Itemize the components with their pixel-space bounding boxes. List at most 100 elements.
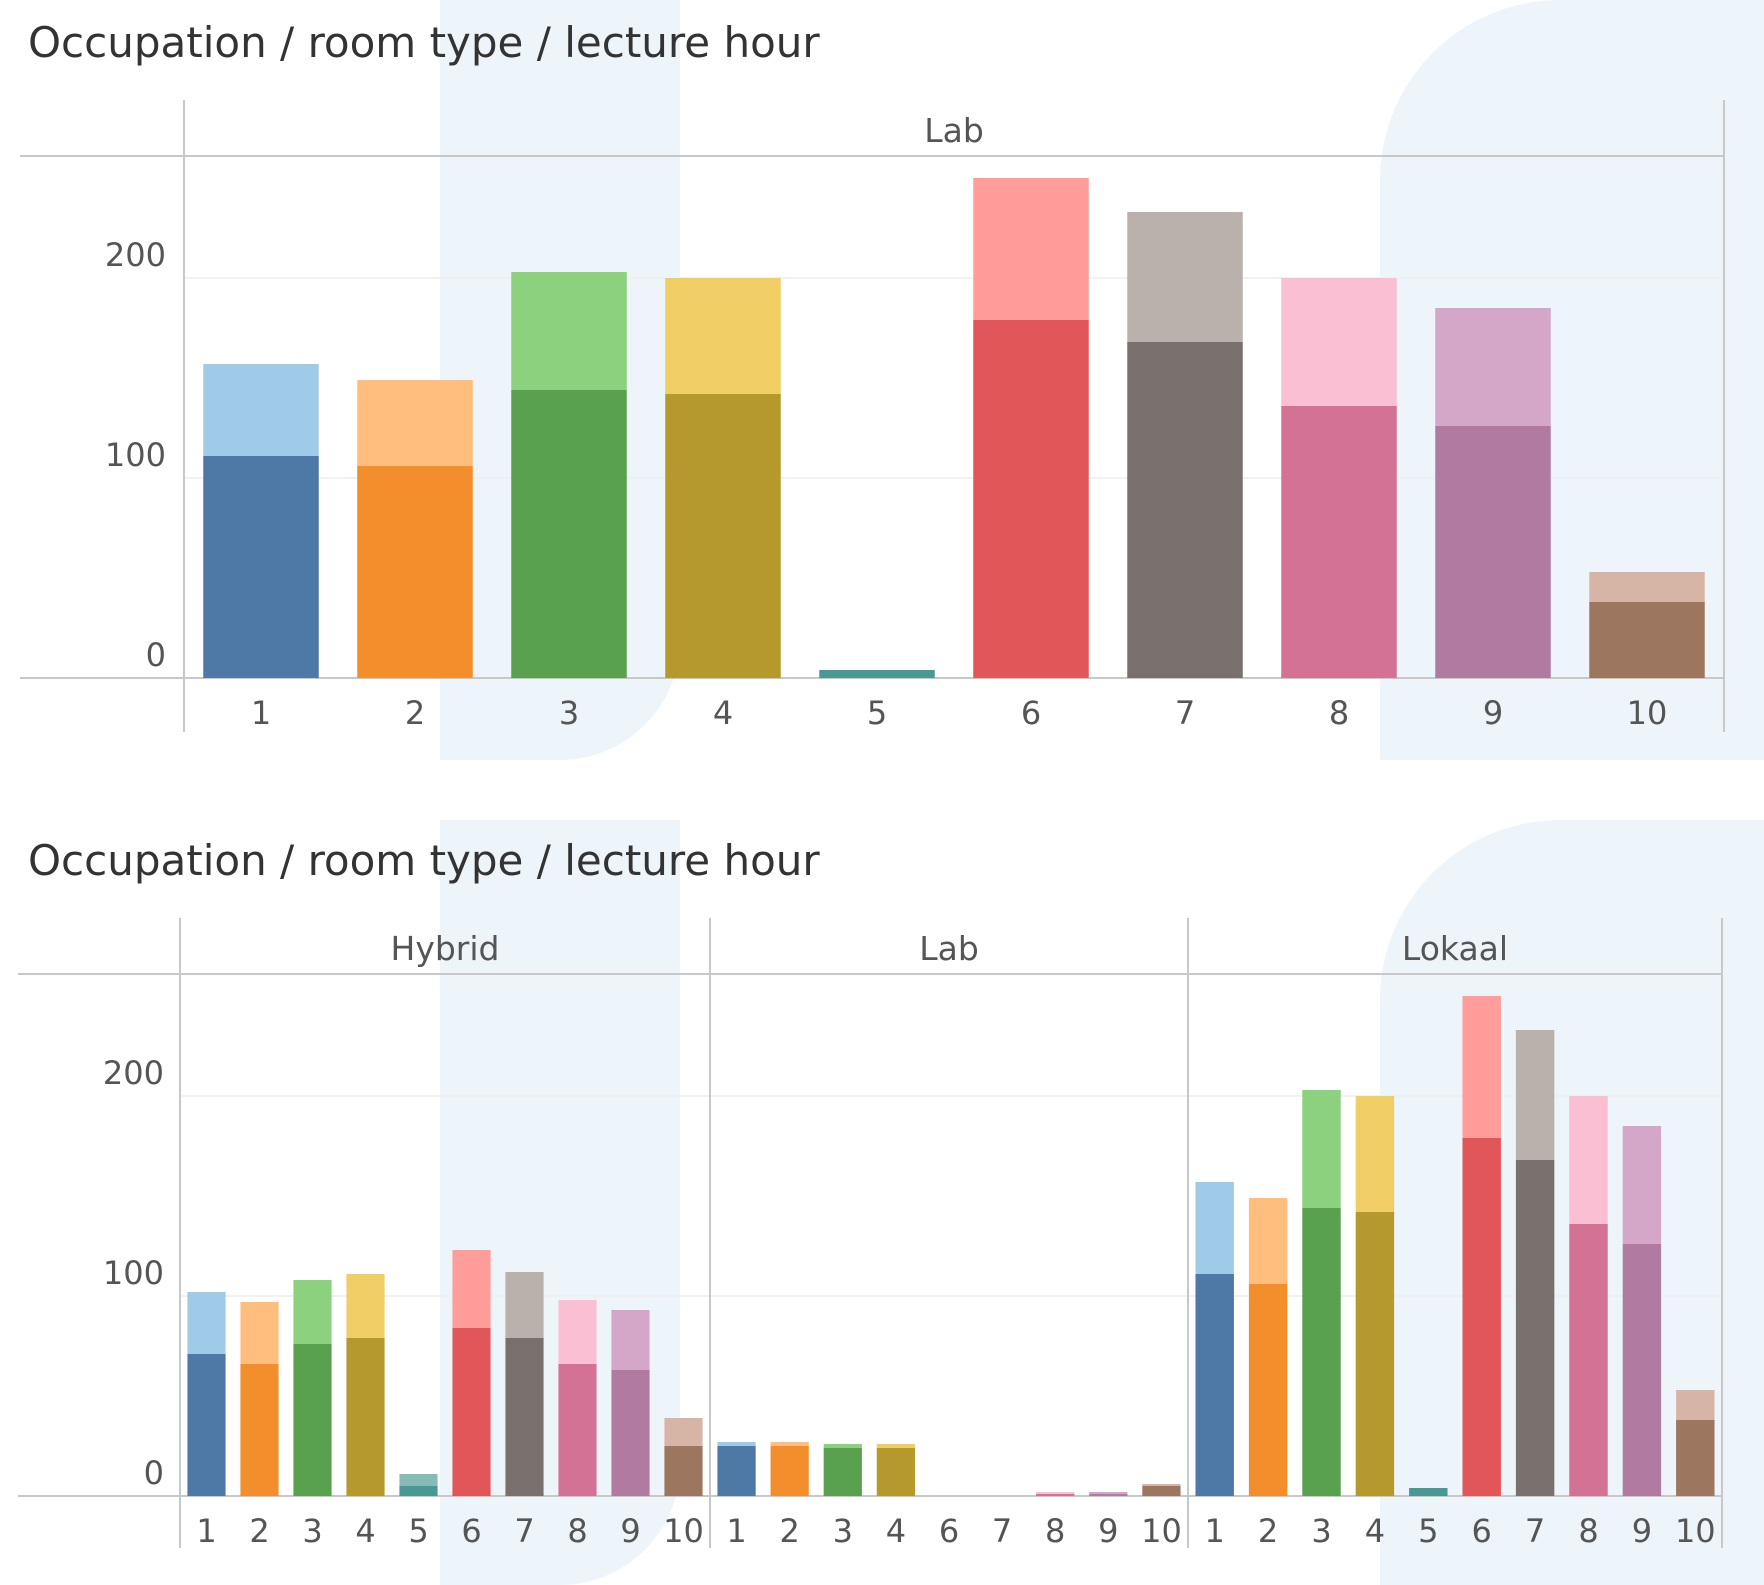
x-tick-label: 8 (1329, 694, 1349, 732)
bar-segment-light (399, 1474, 438, 1486)
bar-segment-light (1676, 1390, 1715, 1420)
x-tick-label: 4 (886, 1512, 906, 1550)
bar-segment-dark (1435, 426, 1551, 678)
bar-segment-light (357, 380, 473, 466)
bar-segment-light (1515, 1030, 1555, 1160)
y-tick-label: 0 (144, 1454, 164, 1492)
bar-segment-dark (1355, 1212, 1395, 1496)
x-tick-label: 1 (196, 1512, 216, 1550)
bar-segment-dark (505, 1338, 544, 1496)
bar-segment-dark (346, 1338, 385, 1496)
bar-segment-dark (1142, 1486, 1181, 1496)
bar-segment-dark (1281, 406, 1397, 678)
x-tick-label: 6 (1021, 694, 1041, 732)
x-tick-label: 5 (1418, 1512, 1438, 1550)
panel-header: Lab (919, 929, 979, 968)
bar-segment-dark (240, 1364, 279, 1496)
bar-segment-light (664, 1418, 703, 1446)
bar-segment-light (1127, 212, 1243, 342)
bar-segment-dark (611, 1370, 650, 1496)
bar-segment-light (1195, 1182, 1234, 1274)
bar-segment-light (1281, 278, 1397, 406)
bar-segment-dark (399, 1486, 438, 1496)
x-tick-label: 1 (1205, 1512, 1225, 1550)
bar-segment-dark (1248, 1284, 1288, 1496)
x-tick-label: 2 (405, 694, 425, 732)
x-tick-label: 9 (1632, 1512, 1652, 1550)
x-tick-label: 9 (1098, 1512, 1118, 1550)
bar-segment-light (1302, 1090, 1341, 1208)
x-tick-label: 9 (620, 1512, 640, 1550)
y-tick-label: 100 (103, 1254, 164, 1292)
x-tick-label: 7 (1175, 694, 1195, 732)
bar-segment-light (203, 364, 319, 456)
x-tick-label: 10 (1627, 694, 1668, 732)
x-tick-label: 5 (408, 1512, 428, 1550)
x-tick-label: 7 (514, 1512, 534, 1550)
chart-svg: 0 100 200 Lab 1 2 3 4 5 6 7 8 9 10 (20, 100, 1725, 732)
bar-segment-light (876, 1444, 916, 1448)
bar-segment-light (1589, 572, 1705, 602)
bar-segment-light (973, 178, 1089, 320)
bar-segment-dark (823, 1448, 862, 1496)
bar-segment-dark (558, 1364, 597, 1496)
x-tick-label: 4 (1365, 1512, 1385, 1550)
bar-segment-dark (1195, 1274, 1234, 1496)
y-tick-label: 100 (105, 436, 166, 474)
y-tick-label: 200 (103, 1054, 164, 1092)
x-tick-label: 3 (302, 1512, 322, 1550)
panel-header: Lab (924, 111, 984, 150)
bar-segment-light (1142, 1484, 1181, 1486)
x-tick-label: 2 (249, 1512, 269, 1550)
bar-segment-light (1036, 1492, 1075, 1494)
bar-segment-dark (187, 1354, 226, 1496)
x-tick-label: 6 (461, 1512, 481, 1550)
x-tick-label: 6 (939, 1512, 959, 1550)
x-tick-label: 10 (663, 1512, 704, 1550)
bar-segment-dark (973, 320, 1089, 678)
bar-segment-light (558, 1300, 597, 1364)
bar-segment-dark (1127, 342, 1243, 678)
bar-segment-light (1248, 1198, 1288, 1284)
bar-segment-dark (1089, 1494, 1128, 1496)
x-tick-label: 8 (1045, 1512, 1065, 1550)
bar-segment-light (611, 1310, 650, 1370)
bar-segment-dark (1036, 1494, 1075, 1496)
x-tick-label: 8 (1578, 1512, 1598, 1550)
bar-segment-light (346, 1274, 385, 1338)
bar-segment-dark (357, 466, 473, 678)
y-tick-label: 200 (105, 236, 166, 274)
bar-segment-dark (1569, 1224, 1608, 1496)
x-tick-label: 3 (1311, 1512, 1331, 1550)
bar-segment-light (665, 278, 781, 394)
x-tick-label: 8 (567, 1512, 587, 1550)
bar-segment-dark (1676, 1420, 1715, 1496)
y-tick-label: 0 (146, 636, 166, 674)
bar-segment-dark (664, 1446, 703, 1496)
bar-segment-dark (665, 394, 781, 678)
x-tick-label: 9 (1483, 694, 1503, 732)
bar-segment-light (1089, 1492, 1128, 1494)
bar-segment-light (717, 1442, 756, 1446)
bar-segment-dark (1409, 1488, 1448, 1496)
bar-segment-light (240, 1302, 279, 1364)
bar-segment-dark (1515, 1160, 1555, 1496)
chart-top: Occupation / room type / lecture hour 0 1… (0, 0, 1764, 770)
x-tick-label: 4 (713, 694, 733, 732)
x-tick-label: 10 (1675, 1512, 1716, 1550)
bar-segment-light (1435, 308, 1551, 426)
bar-segment-dark (452, 1328, 491, 1496)
bar-segment-light (823, 1444, 862, 1448)
bar-segment-dark (1589, 602, 1705, 678)
x-tick-label: 4 (355, 1512, 375, 1550)
bar-segment-dark (1622, 1244, 1662, 1496)
bar-segment-light (1569, 1096, 1608, 1224)
x-tick-label: 1 (251, 694, 271, 732)
x-tick-label: 6 (1472, 1512, 1492, 1550)
bar-segment-light (452, 1250, 491, 1328)
x-tick-label: 2 (779, 1512, 799, 1550)
panel-header: Hybrid (391, 929, 500, 968)
bar-segment-dark (819, 670, 935, 678)
x-tick-label: 7 (1525, 1512, 1545, 1550)
